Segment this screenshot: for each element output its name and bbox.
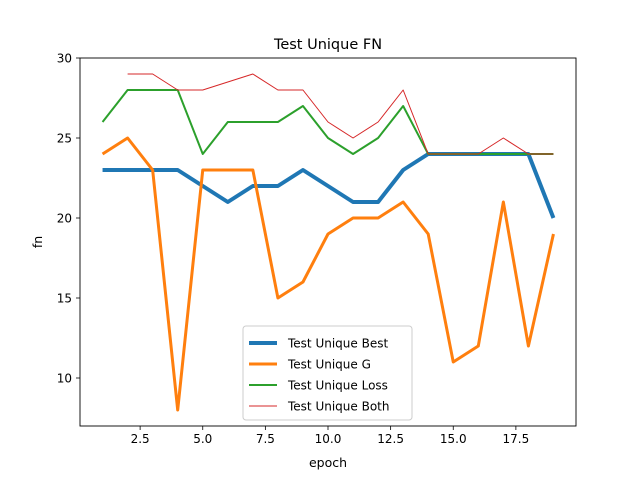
y-tick-label: 30 <box>57 52 72 66</box>
y-axis-ticks: 10 15 20 25 30 <box>57 52 80 386</box>
legend: Test Unique Best Test Unique G Test Unique… <box>242 325 413 421</box>
y-tick-label: 20 <box>57 212 72 226</box>
legend-label-test-unique-both: Test Unique Both <box>287 400 389 414</box>
x-tick-label: 17.5 <box>503 432 530 446</box>
series-line-test-unique-both <box>127 73 554 155</box>
legend-label-test-unique-best: Test Unique Best <box>287 337 388 351</box>
legend-box <box>242 325 413 421</box>
series-layer <box>101 73 556 412</box>
legend-items: Test Unique Best Test Unique G Test Unique… <box>249 337 389 414</box>
x-tick-label: 5.0 <box>193 432 212 446</box>
x-axis-label: epoch <box>309 455 347 470</box>
y-tick-label: 15 <box>57 292 72 306</box>
legend-label-test-unique-g: Test Unique G <box>287 358 371 372</box>
y-axis-label: fn <box>30 236 45 248</box>
legend-label-test-unique-loss: Test Unique Loss <box>287 379 388 393</box>
chart-title: Test Unique FN <box>273 37 382 53</box>
series-line-test-unique-g <box>101 136 555 412</box>
series-test-unique-g <box>101 136 555 412</box>
y-tick-label: 25 <box>57 132 72 146</box>
x-tick-label: 15.0 <box>440 432 467 446</box>
x-tick-label: 10.0 <box>315 432 342 446</box>
series-test-unique-both <box>127 73 554 155</box>
x-axis-ticks: 2.5 5.0 7.5 10.0 12.5 15.0 17.5 <box>131 426 530 446</box>
x-tick-label: 2.5 <box>131 432 150 446</box>
x-tick-label: 7.5 <box>256 432 275 446</box>
y-tick-label: 10 <box>57 372 72 386</box>
x-tick-label: 12.5 <box>377 432 404 446</box>
